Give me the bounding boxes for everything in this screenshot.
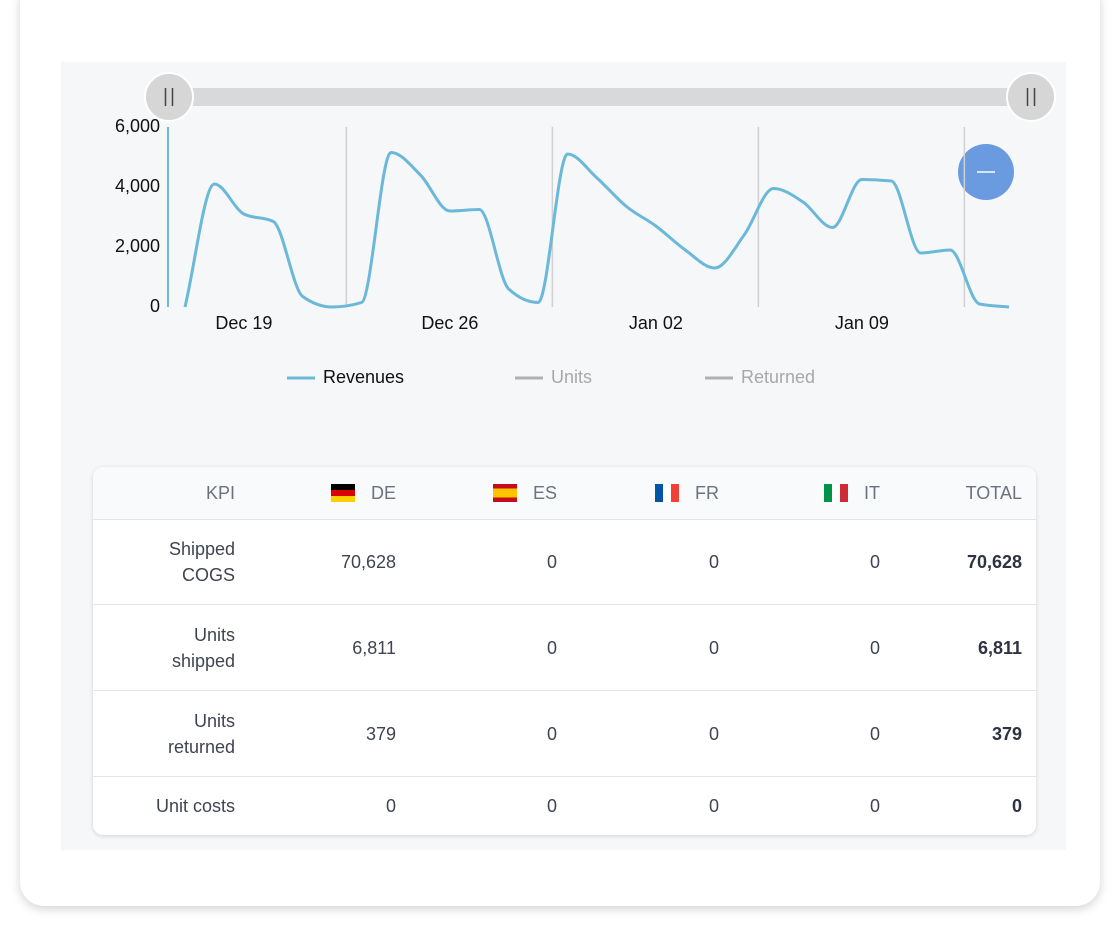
kpi-table: KPI DE ES FR IT TOTAL Shipped COGS 70,628… [93,467,1036,835]
value-cell: 6,811 [895,604,1036,691]
y-tick-label: 6,000 [115,116,160,136]
y-tick-label: 2,000 [115,236,160,256]
x-tick-label: Dec 26 [421,313,478,333]
header-text: ES [532,482,557,503]
header-text: FR [695,482,719,503]
value-cell: 0 [546,796,557,816]
value-cell: 0 [572,690,734,777]
kpi-cell: Shipped COGS [93,519,250,605]
legend-item[interactable]: Revenues [287,367,404,387]
legend-item[interactable]: Units [515,367,592,387]
flag-es [492,483,517,502]
table-row: Shipped COGS 70,628 0 0 0 70,628 [93,519,1036,605]
header-row: KPI DE ES FR IT TOTAL [93,467,1036,520]
value-cell: 0 [411,690,572,777]
header-cell: DE [250,467,411,520]
header-cell: TOTAL [895,467,1036,520]
value-cell: 0 [734,519,895,605]
zoom-out-button[interactable] [958,144,1014,200]
y-tick-label: 0 [150,296,160,316]
kpi-cell: Units returned [93,690,250,777]
value-cell: 0 [385,796,396,816]
flag-fr [655,483,679,502]
value-cell: 0 [869,796,880,816]
legend-label: Returned [741,367,815,387]
value-cell: 0 [411,519,572,605]
header-cell: IT [734,467,895,520]
range-handle-left[interactable] [144,72,194,122]
header-text: DE [370,482,396,503]
value-cell: 379 [250,690,411,777]
range-handle-right[interactable] [1006,72,1056,122]
value-cell: 0 [1011,796,1022,816]
y-tick-label: 4,000 [115,176,160,196]
table-row: Units shipped 6,811 0 0 0 6,811 [93,604,1036,691]
kpi-cell: Unit costs [155,796,235,816]
header-cell: FR [572,467,734,520]
kpi-cell: Units shipped [93,604,250,691]
value-cell: 0 [734,690,895,777]
value-cell: 70,628 [895,519,1036,605]
value-cell: 0 [572,519,734,605]
x-tick-label: Jan 02 [629,313,683,333]
header-cell: ES [411,467,572,520]
flag-it [824,483,848,502]
header-text: IT [864,482,880,503]
value-cell: 379 [895,690,1036,777]
value-cell: 0 [708,796,719,816]
flag-de [330,483,355,502]
x-tick-label: Dec 19 [215,313,272,333]
value-cell: 0 [411,604,572,691]
legend-item[interactable]: Returned [705,367,815,387]
table-row: Units returned 379 0 0 0 379 [93,690,1036,777]
line [183,150,1010,309]
table: KPI DE ES FR IT TOTAL Shipped COGS 70,628… [93,467,1036,835]
legend-label: Revenues [323,367,404,387]
legend-label: Units [551,367,592,387]
value-cell: 6,811 [250,604,411,691]
value-cell: 70,628 [250,519,411,605]
value-cell: 0 [572,604,734,691]
header-cell: KPI [93,467,250,520]
range-track [168,88,1030,106]
x-tick-label: Jan 09 [835,313,889,333]
table-row: Unit costs 0 0 0 0 0 [93,777,1036,836]
value-cell: 0 [734,604,895,691]
